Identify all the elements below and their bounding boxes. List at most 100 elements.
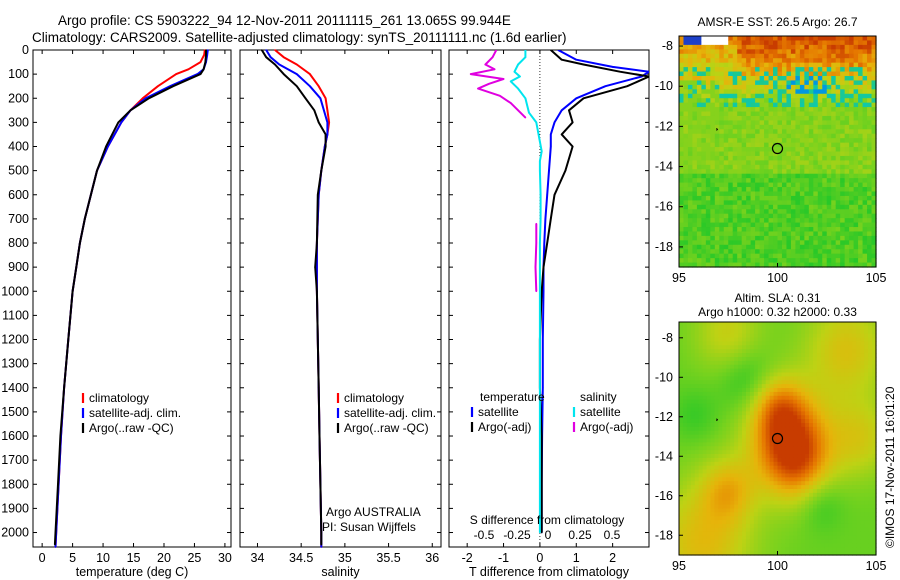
sst-map-cell bbox=[773, 93, 779, 99]
sst-map-cell bbox=[813, 89, 819, 95]
sla-map-cell bbox=[726, 465, 731, 471]
sst-map-cell bbox=[768, 200, 774, 206]
sla-map-cell bbox=[698, 333, 704, 339]
sst-map-cell bbox=[799, 75, 805, 82]
sla-map-cell bbox=[781, 356, 786, 362]
sst-map-cell bbox=[862, 58, 868, 64]
sst-map-cell bbox=[750, 249, 756, 255]
temperature-series-point bbox=[141, 97, 144, 100]
sla-map-cell bbox=[773, 539, 779, 544]
sst-map-cell bbox=[786, 133, 792, 139]
sla-map-cell bbox=[710, 407, 716, 412]
temperature-series-point bbox=[107, 145, 109, 148]
sst-map-cell bbox=[746, 218, 752, 224]
sst-map-cell bbox=[719, 253, 725, 259]
sst-map-cell bbox=[822, 62, 828, 68]
sst-map-cell bbox=[759, 80, 765, 86]
sla-map-cell bbox=[765, 481, 771, 486]
sla-map-cell bbox=[742, 403, 747, 409]
sst-map-cell bbox=[808, 124, 814, 130]
sla-map-cell bbox=[718, 407, 723, 412]
sla-map-cell bbox=[765, 477, 771, 482]
sla-map-cell bbox=[714, 411, 719, 416]
sla-map-cell bbox=[714, 539, 719, 544]
sla-map-cell bbox=[710, 512, 716, 517]
sst-map-cell bbox=[844, 53, 850, 59]
sst-map-cell bbox=[817, 151, 823, 157]
sla-map-cell bbox=[726, 376, 731, 381]
sla-map-cell bbox=[785, 454, 790, 459]
sst-map-cell bbox=[701, 138, 707, 144]
sst-map-cell bbox=[826, 71, 832, 77]
sla-map-cell bbox=[706, 415, 712, 420]
difference-series-point bbox=[540, 483, 543, 486]
sst-map-cell bbox=[853, 98, 859, 104]
sst-map-cell bbox=[687, 120, 694, 126]
sst-map-cell bbox=[826, 155, 832, 161]
salinity-series-point bbox=[326, 121, 329, 124]
sla-map-cell bbox=[745, 364, 751, 370]
sst-map-cell bbox=[853, 49, 859, 55]
sla-map-cell bbox=[730, 543, 735, 548]
difference-series-point bbox=[539, 387, 541, 389]
sla-map-cell bbox=[809, 465, 814, 471]
sla-map-cell bbox=[742, 523, 747, 529]
sst-map-cell bbox=[732, 84, 738, 90]
sla-map-cell bbox=[801, 465, 806, 471]
sla-map-cell bbox=[714, 450, 719, 455]
sla-map-cell bbox=[682, 360, 688, 366]
sst-map-cell bbox=[768, 151, 774, 157]
sst-map-cell bbox=[858, 218, 864, 224]
temperature-x-tick-label: 15 bbox=[127, 551, 141, 565]
sla-map-cell bbox=[726, 384, 731, 389]
sla-map-cell bbox=[679, 461, 684, 467]
sla-map-cell bbox=[694, 469, 700, 475]
sla-map-cell bbox=[812, 364, 818, 370]
sst-map-cell bbox=[826, 151, 832, 157]
sst-map-cell bbox=[781, 200, 788, 206]
sst-map-cell bbox=[723, 213, 729, 219]
sla-map-cell bbox=[765, 322, 771, 327]
sla-map-cell bbox=[679, 543, 684, 548]
sst-map-cell bbox=[835, 204, 841, 210]
sst-map-cell bbox=[817, 58, 823, 64]
sst-map-cell bbox=[813, 240, 819, 246]
sst-map-cell bbox=[862, 178, 868, 184]
sst-map-cell bbox=[705, 258, 711, 264]
sst-map-cell bbox=[840, 133, 846, 139]
sla-map-cell bbox=[805, 384, 810, 389]
sla-map-cell bbox=[793, 337, 798, 343]
sla-map-cell bbox=[730, 430, 735, 436]
sla-map-cell bbox=[816, 438, 822, 443]
sla-map-cell bbox=[753, 434, 759, 440]
sst-map-cell bbox=[867, 178, 873, 184]
sla-map-cell bbox=[793, 360, 798, 366]
sla-map-cell bbox=[809, 485, 814, 490]
sla-map-cell bbox=[816, 527, 822, 533]
sla-map-cell bbox=[769, 438, 775, 443]
sst-map-cell bbox=[696, 138, 702, 144]
sla-map-cell bbox=[734, 473, 739, 478]
sst-map-cell bbox=[840, 102, 846, 108]
sst-map-cell bbox=[813, 200, 819, 206]
sla-map-cell bbox=[781, 345, 786, 350]
sla-map-cell bbox=[777, 403, 783, 409]
sst-map-cell bbox=[808, 147, 814, 153]
sst-map-cell bbox=[679, 115, 685, 121]
sst-map-cell bbox=[710, 231, 716, 237]
sst-map-cell bbox=[822, 235, 828, 241]
sla-map-cell bbox=[820, 329, 826, 335]
sla-map-cell bbox=[809, 457, 814, 463]
sst-map-cell bbox=[723, 258, 729, 264]
sst-map-cell bbox=[786, 227, 792, 233]
sla-map-cell bbox=[679, 485, 684, 490]
sst-map-cell bbox=[737, 169, 743, 175]
sst-map-cell bbox=[692, 249, 698, 255]
sla-map-cell bbox=[789, 492, 794, 498]
sla-map-cell bbox=[745, 407, 751, 412]
sla-map-cell bbox=[745, 372, 751, 377]
sst-map-cell bbox=[741, 155, 747, 161]
salinity-x-tick-label: 35 bbox=[338, 551, 352, 565]
sst-map-cell bbox=[683, 155, 689, 161]
sla-map-cell bbox=[820, 426, 826, 432]
